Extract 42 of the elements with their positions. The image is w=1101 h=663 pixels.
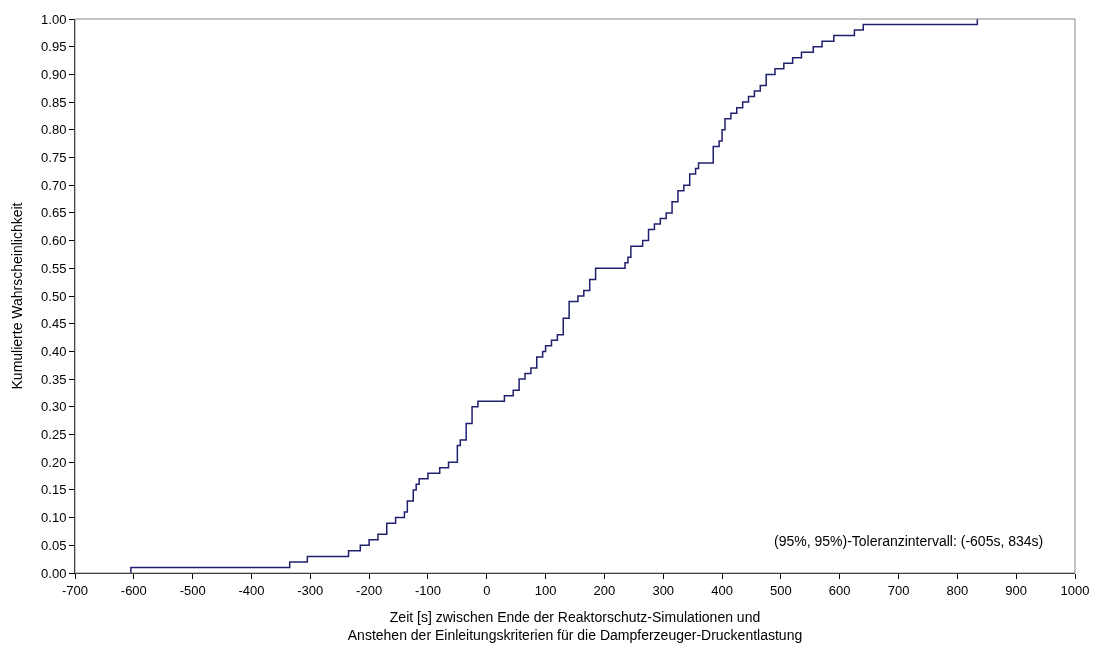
x-tick-label: 800 <box>946 582 969 598</box>
y-tick-label: 0.15 <box>41 482 67 498</box>
y-tick-label: 0.70 <box>41 177 67 193</box>
y-tick-label: 0.10 <box>41 510 67 526</box>
x-tick-label: -600 <box>120 582 147 598</box>
x-tick-label: 400 <box>711 582 733 598</box>
x-tick-label: 900 <box>1005 582 1028 598</box>
x-tick-label: -300 <box>297 582 324 598</box>
y-tick-label: 0.20 <box>41 454 67 470</box>
x-tick-label: 500 <box>770 582 792 598</box>
y-tick-label: 0.90 <box>41 66 67 82</box>
x-tick-label: -500 <box>179 582 206 598</box>
y-tick-label: 0.75 <box>41 150 67 166</box>
y-tick-label: 0.55 <box>41 260 67 276</box>
x-tick-label: -700 <box>61 582 89 598</box>
y-tick-label: 0.25 <box>41 427 67 443</box>
y-tick-label: 0.50 <box>41 288 67 304</box>
x-tick-label: 100 <box>534 582 557 598</box>
annotation: (95%, 95%)-Toleranzintervall: (-605s, 834s) <box>774 533 1044 549</box>
x-axis-title: Zeit [s] zwischen Ende der Reaktorschutz-Simulationen und Anstehen der Einleitungskriterien für die Dampferzeuger-Druckentlastung <box>347 608 803 644</box>
y-tick-label: 0.45 <box>41 316 67 332</box>
y-tick-label: 1.00 <box>41 11 67 27</box>
x-tick-label: 1000 <box>1060 582 1090 598</box>
y-tick-label: 0.85 <box>41 94 67 110</box>
y-axis-title: Kumulierte Wahrscheinlichkeit <box>8 202 25 390</box>
x-tick-label: 200 <box>593 582 616 598</box>
x-tick-label: 700 <box>887 582 910 598</box>
y-tick-label: 0.30 <box>41 399 67 415</box>
y-tick-label: 0.65 <box>41 205 67 221</box>
y-tick-label: 0.05 <box>41 537 67 553</box>
y-tick-label: 0.35 <box>41 371 67 387</box>
x-tick-label: 0 <box>483 582 491 598</box>
y-tick-label: 0.00 <box>41 565 67 581</box>
y-tick-label: 0.95 <box>41 39 67 55</box>
x-tick-label: 600 <box>828 582 851 598</box>
y-tick-label: 0.40 <box>41 343 67 359</box>
x-tick-label: -100 <box>414 582 441 598</box>
x-tick-label: -400 <box>238 582 265 598</box>
y-tick-label: 0.80 <box>41 122 67 138</box>
y-tick-label: 0.60 <box>41 233 67 249</box>
x-tick-label: 300 <box>652 582 675 598</box>
x-tick-label: -200 <box>356 582 383 598</box>
